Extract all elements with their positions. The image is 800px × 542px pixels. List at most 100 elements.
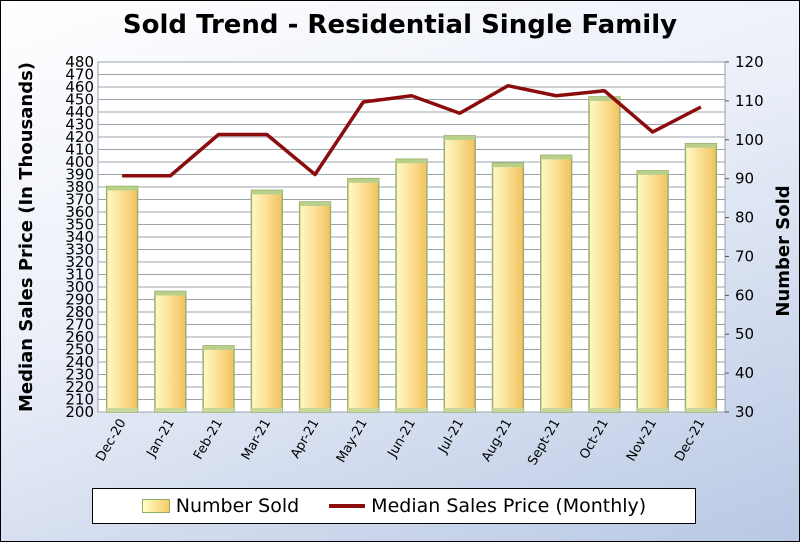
legend-label-bars: Number Sold — [175, 495, 300, 517]
right-tick-label: 40 — [735, 364, 754, 382]
left-tick-label: 360 — [65, 203, 94, 221]
bar-body — [588, 96, 621, 413]
x-tick-label: Nov-21 — [624, 417, 660, 465]
right-axis-title: Number Sold — [773, 185, 794, 316]
left-tick-label: 470 — [65, 66, 94, 84]
bar — [540, 154, 573, 413]
right-tick-label: 80 — [735, 209, 754, 227]
left-tick-label: 370 — [65, 191, 94, 209]
left-tick-label: 430 — [65, 116, 94, 134]
bar — [395, 158, 428, 413]
left-tick-label: 460 — [65, 78, 94, 96]
bar-cap — [347, 178, 379, 183]
bar-cap — [203, 345, 235, 350]
bar-base — [347, 408, 379, 412]
x-tick-label: Jul-21 — [435, 417, 467, 457]
bar-body — [154, 290, 187, 413]
bar-body — [105, 185, 139, 413]
bar-body — [684, 142, 718, 413]
bar — [443, 135, 476, 413]
bar-base — [588, 408, 620, 412]
x-tick-label: Dec-20 — [93, 417, 129, 465]
x-tick-label: Feb-21 — [191, 417, 226, 463]
x-tick-label: Dec-21 — [672, 417, 708, 465]
x-tick-label: May-21 — [334, 417, 371, 466]
bar-cap — [588, 97, 620, 101]
bar — [105, 185, 139, 413]
x-tick-label: Mar-21 — [239, 417, 274, 463]
bar-base — [685, 408, 717, 412]
bar-body — [491, 162, 525, 413]
bar-base — [251, 408, 283, 412]
x-axis-ticks: Dec-20 Jan-21 Feb-21 Mar-21 Apr-21 May-21 Jun-… — [93, 417, 708, 469]
bar-base — [444, 408, 476, 412]
left-tick-label: 200 — [65, 403, 94, 421]
bar — [636, 170, 669, 413]
left-tick-label: 270 — [65, 316, 94, 334]
bar-series — [105, 96, 718, 413]
bar-body — [395, 158, 428, 413]
left-tick-label: 250 — [65, 341, 94, 359]
bar-body — [636, 170, 669, 413]
left-tick-label: 220 — [65, 378, 94, 396]
bar — [491, 162, 525, 413]
right-tick-label: 110 — [735, 92, 764, 110]
bar-body — [347, 177, 380, 413]
bar — [154, 290, 187, 413]
left-axis-ticks: 2002102202302402502602702802903003103203… — [65, 53, 94, 421]
left-tick-label: 440 — [65, 103, 94, 121]
legend: Number Sold Median Sales Price (Monthly) — [92, 488, 696, 524]
left-tick-label: 350 — [65, 216, 94, 234]
left-tick-label: 380 — [65, 178, 94, 196]
left-tick-label: 400 — [65, 153, 94, 171]
left-tick-label: 330 — [65, 241, 94, 259]
right-tick-label: 30 — [735, 403, 754, 421]
bar — [347, 177, 380, 413]
bar-body — [202, 345, 235, 413]
right-tick-label: 70 — [735, 247, 754, 265]
left-tick-label: 230 — [65, 366, 94, 384]
bar-base — [106, 408, 138, 412]
legend-line-swatch — [329, 504, 366, 508]
right-tick-label: 90 — [735, 170, 754, 188]
bar-body — [443, 135, 476, 413]
bar-cap — [106, 186, 138, 191]
x-tick-label: Sept-21 — [525, 417, 563, 469]
bar-base — [492, 408, 524, 412]
right-axis-ticks: 30 40 50 60 70 80 90 100 110 120 — [725, 53, 764, 421]
bar-base — [540, 408, 572, 412]
bar-cap — [299, 202, 331, 206]
left-tick-label: 320 — [65, 253, 94, 271]
bar-base — [396, 408, 427, 412]
left-tick-label: 280 — [65, 303, 94, 321]
legend-bar-swatch — [141, 499, 170, 513]
left-tick-label: 340 — [65, 228, 94, 246]
bar-body — [250, 189, 283, 413]
bar-body — [540, 154, 573, 413]
bar — [588, 96, 621, 413]
chart-title: Sold Trend - Residential Single Family — [122, 10, 678, 40]
left-tick-label: 480 — [65, 53, 94, 71]
legend-item-bars: Number Sold — [141, 495, 300, 517]
bar-cap — [396, 159, 427, 164]
x-tick-label: Apr-21 — [288, 417, 322, 462]
right-tick-label: 120 — [735, 53, 764, 71]
left-tick-label: 390 — [65, 166, 94, 184]
bar-cap — [444, 135, 476, 140]
bar — [202, 345, 235, 413]
bar-cap — [540, 155, 572, 160]
legend-label-line: Median Sales Price (Monthly) — [371, 495, 647, 517]
bar — [298, 201, 332, 413]
x-tick-label: Oct-21 — [577, 417, 612, 462]
left-axis-title: Median Sales Price (In Thousands) — [16, 62, 37, 412]
line-series — [122, 84, 702, 178]
bar-cap — [637, 170, 669, 175]
bar-cap — [685, 143, 717, 148]
left-tick-label: 420 — [65, 128, 94, 146]
bar-base — [299, 408, 331, 412]
left-tick-label: 310 — [65, 266, 94, 284]
x-tick-label: Jun-21 — [385, 417, 419, 461]
right-tick-label: 100 — [735, 131, 764, 149]
median-price-line — [122, 84, 702, 178]
